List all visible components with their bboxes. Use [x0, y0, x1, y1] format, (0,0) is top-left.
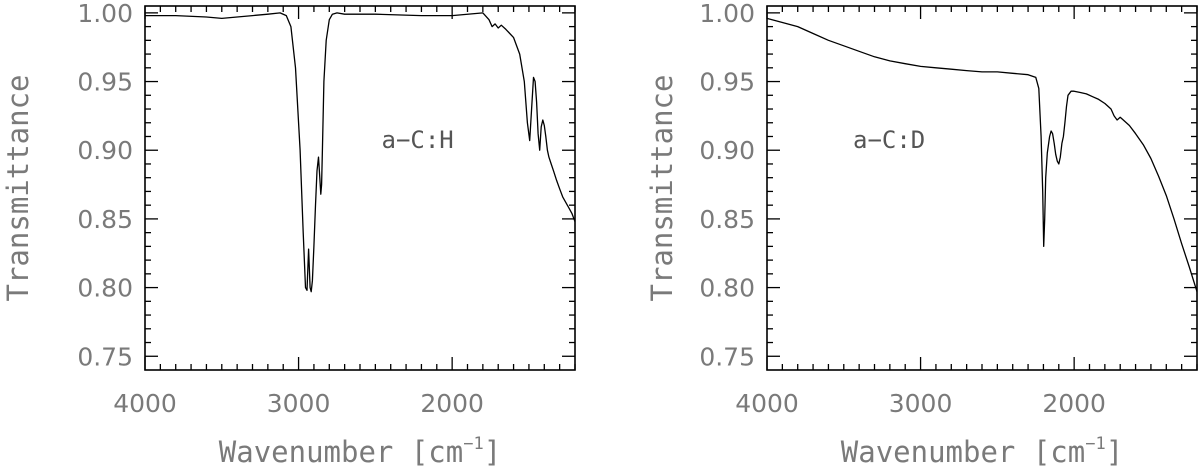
y-tick-label: 0.80 [699, 274, 755, 303]
x-axis-label: Wavenumber [cm−1] [841, 434, 1123, 469]
y-tick-label: 0.90 [699, 136, 755, 165]
x-axis-label-end: ] [1106, 435, 1123, 469]
x-axis-label-end: ] [484, 435, 501, 469]
spectrum-line [145, 12, 576, 293]
plot-frame [766, 5, 1198, 371]
x-tick-label: 3000 [889, 389, 953, 418]
y-tick-label: 0.95 [699, 68, 755, 97]
y-tick-label: 0.85 [699, 205, 755, 234]
y-tick-label: 1.00 [699, 0, 755, 28]
y-tick-label: 0.75 [77, 342, 133, 371]
y-tick-label: 0.90 [77, 136, 133, 165]
y-tick-label: 0.95 [77, 68, 133, 97]
chart-panel-1: 4000 3000 2000 0.75 0.80 0.85 0.90 0.95 1.00 Tran… [1, 0, 576, 469]
chart-panel-2: 4000 3000 2000 0.75 0.80 0.85 0.90 0.95 1.00 Tran… [645, 0, 1198, 469]
y-tick-label: 0.80 [77, 274, 133, 303]
x-axis-label-main: Wavenumber [cm [219, 435, 463, 469]
y-tick-label: 1.00 [77, 0, 133, 28]
x-tick-label: 4000 [113, 389, 177, 418]
x-tick-label: 2000 [1042, 389, 1106, 418]
y-axis-label: Transmittance [645, 75, 679, 302]
x-axis-label-main: Wavenumber [cm [841, 435, 1085, 469]
y-axis-label: Transmittance [1, 75, 35, 302]
x-tick-label: 2000 [420, 389, 484, 418]
sample-annotation: a−C:D [853, 126, 925, 154]
x-axis-label: Wavenumber [cm−1] [219, 434, 501, 469]
x-tick-label: 3000 [267, 389, 331, 418]
y-tick-label: 0.75 [699, 342, 755, 371]
plot-frame [144, 5, 576, 371]
x-tick-label: 4000 [735, 389, 799, 418]
x-axis-label-superscript: −1 [1085, 434, 1105, 454]
x-axis-label-superscript: −1 [463, 434, 483, 454]
spectrum-line [766, 17, 1198, 292]
sample-annotation: a−C:H [382, 126, 454, 154]
y-tick-label: 0.85 [77, 205, 133, 234]
